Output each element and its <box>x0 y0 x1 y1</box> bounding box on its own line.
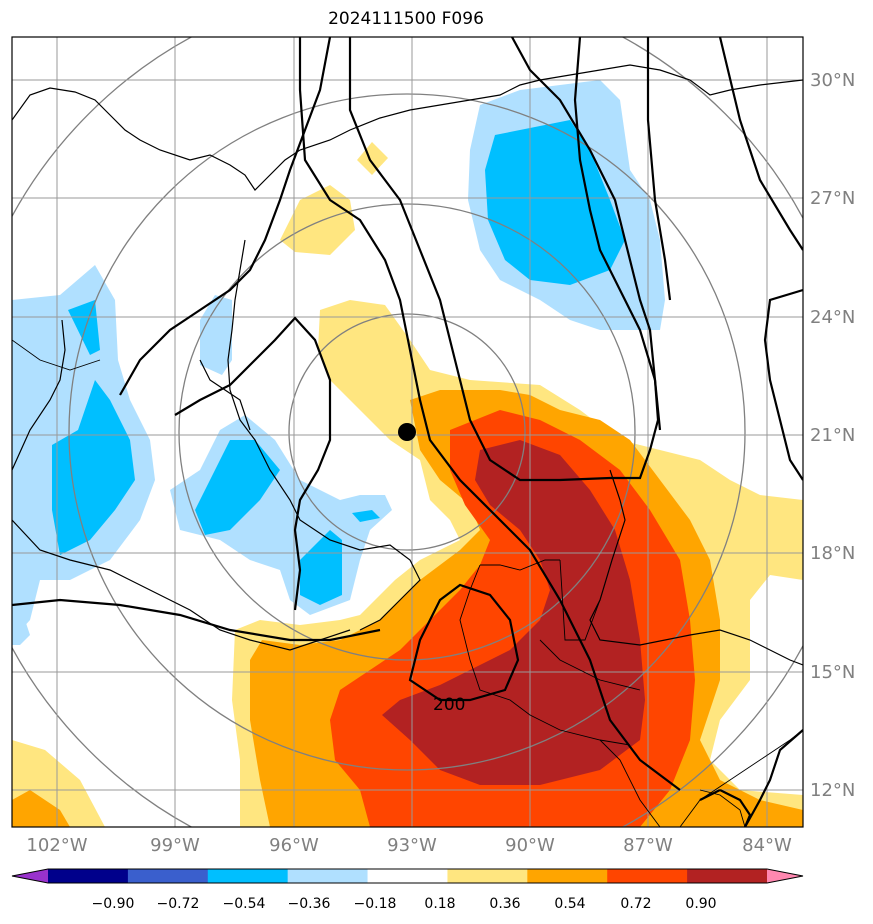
colorbar-tick-labels: −0.90 −0.72 −0.54 −0.36 −0.18 0.18 0.36 … <box>92 896 717 912</box>
colorbar-tick-label: 0.36 <box>489 896 520 912</box>
colorbar-tick-label: −0.18 <box>354 896 397 912</box>
colorbar-tick-label: 0.54 <box>554 896 585 912</box>
lon-label: 99°W <box>150 835 200 856</box>
height-contours <box>12 37 803 827</box>
graticule <box>12 37 803 827</box>
colorbar-tick-label: −0.90 <box>92 896 135 912</box>
latitude-labels: 30°N 27°N 24°N 21°N 18°N 15°N 12°N <box>810 70 855 801</box>
colorbar-segment <box>48 869 129 883</box>
coastlines <box>12 64 803 666</box>
lon-label: 96°W <box>269 835 319 856</box>
colorbar-segment <box>287 869 369 883</box>
colorbar-tick-label: −0.72 <box>157 896 200 912</box>
colorbar <box>11 868 804 884</box>
range-rings <box>12 37 803 827</box>
lat-label: 24°N <box>810 307 855 328</box>
colorbar-segment <box>527 869 608 883</box>
colorbar-segment <box>687 869 768 883</box>
colorbar-segment <box>127 869 209 883</box>
map-title: 2024111500 F096 <box>328 9 484 29</box>
colorbar-segment <box>207 869 289 883</box>
colorbar-tick-label: 0.90 <box>685 896 716 912</box>
map-frame <box>11 36 804 828</box>
lat-label: 15°N <box>810 662 855 683</box>
colorbar-tick-label: 0.72 <box>620 896 651 912</box>
lon-label: 102°W <box>26 835 87 856</box>
longitude-labels: 102°W 99°W 96°W 93°W 90°W 87°W 84°W <box>26 835 792 856</box>
lat-label: 27°N <box>810 188 855 209</box>
filled-contours-negative <box>12 80 665 645</box>
colorbar-segment <box>367 869 448 883</box>
contour-label: 200 <box>433 695 465 715</box>
colorbar-tick-label: −0.54 <box>223 896 266 912</box>
colorbar-segment <box>607 869 688 883</box>
lon-label: 84°W <box>742 835 792 856</box>
filled-contours-positive <box>12 142 803 827</box>
lon-label: 87°W <box>623 835 673 856</box>
country-borders <box>12 339 803 827</box>
colorbar-tick-label: −0.36 <box>288 896 331 912</box>
lon-label: 90°W <box>505 835 555 856</box>
lat-label: 21°N <box>810 425 855 446</box>
lat-label: 30°N <box>810 70 855 91</box>
center-point-marker <box>398 423 416 441</box>
colorbar-tick-label: 0.18 <box>424 896 455 912</box>
map-panel <box>12 37 803 827</box>
colorbar-segment <box>447 869 528 883</box>
colorbar-outline <box>11 868 804 884</box>
lon-label: 93°W <box>387 835 437 856</box>
colorbar-extension-min <box>12 869 48 883</box>
lat-label: 18°N <box>810 543 855 564</box>
lat-label: 12°N <box>810 780 855 801</box>
colorbar-extension-max <box>767 869 803 883</box>
